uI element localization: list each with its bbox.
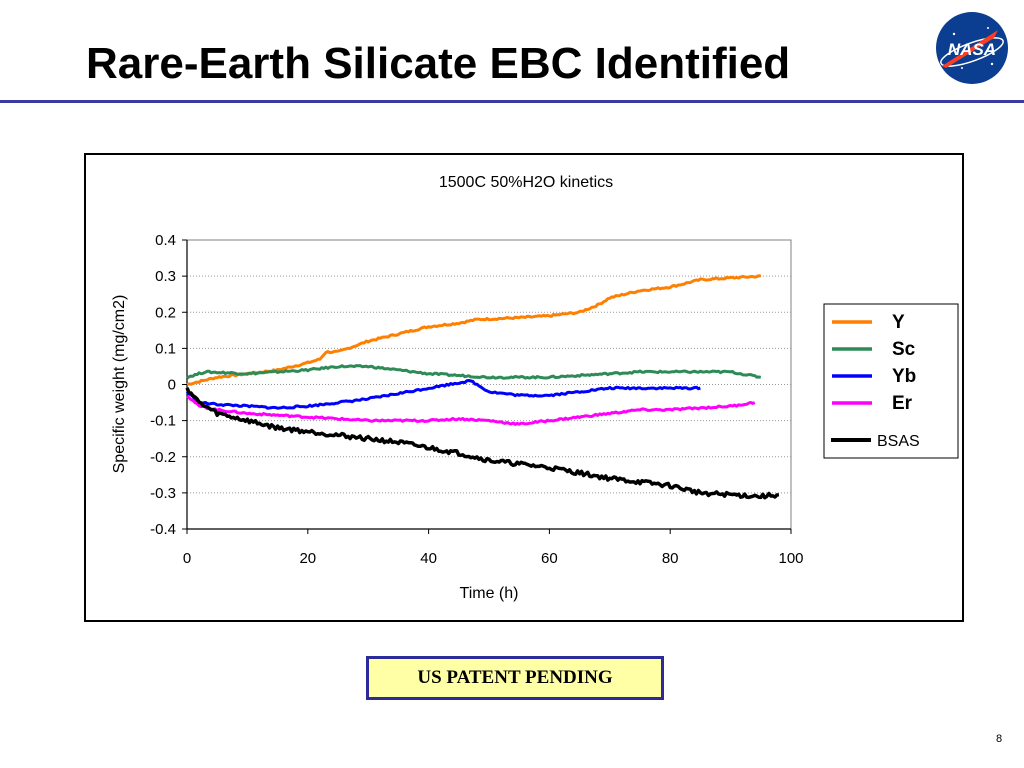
x-tick-label: 0 xyxy=(183,550,191,567)
y-tick-label: 0.2 xyxy=(155,304,176,321)
y-tick-label: 0.1 xyxy=(155,340,176,357)
legend: Y Sc Yb Er BSAS xyxy=(823,303,959,459)
chart-title: 1500C 50%H2O kinetics xyxy=(439,174,613,191)
x-tick-label: 100 xyxy=(778,550,803,567)
page-number: 8 xyxy=(996,733,1003,745)
y-tick-label: -0.1 xyxy=(150,413,176,430)
patent-pending-notice: US PATENT PENDING xyxy=(366,656,664,700)
series-lines xyxy=(185,274,780,500)
legend-label: Sc xyxy=(892,339,916,360)
svg-text:NASA: NASA xyxy=(948,40,996,59)
y-tick-label: 0 xyxy=(168,377,176,394)
chart-frame: 1500C 50%H2O kinetics 0.4 0.3 0.2 0.1 0 -0.1 -… xyxy=(84,153,964,622)
y-tick-label: -0.3 xyxy=(150,485,176,502)
series-line-bsas xyxy=(185,387,780,500)
series-line-sc xyxy=(186,364,762,380)
nasa-logo: NASA xyxy=(936,12,1008,84)
chart: 1500C 50%H2O kinetics 0.4 0.3 0.2 0.1 0 -0.1 -… xyxy=(111,174,959,602)
x-axis-label: Time (h) xyxy=(460,585,519,602)
plot-area xyxy=(186,239,792,530)
series-line-er xyxy=(186,395,756,426)
y-tick-label: 0.4 xyxy=(155,232,176,249)
y-axis-label: Specific weight (mg/cm2) xyxy=(111,295,128,474)
legend-label: Yb xyxy=(892,366,916,387)
axes: 0.4 0.3 0.2 0.1 0 -0.1 -0.2 -0.3 -0.4 0 20 40 60 80 10… xyxy=(150,232,803,567)
y-tick-label: 0.3 xyxy=(155,268,176,285)
x-tick-label: 80 xyxy=(662,550,679,567)
x-tick-label: 20 xyxy=(299,550,316,567)
legend-box xyxy=(823,303,959,459)
series-line-y xyxy=(186,274,762,386)
title-rule xyxy=(0,100,1024,103)
series-line-yb xyxy=(185,379,701,410)
legend-label: BSAS xyxy=(877,433,920,450)
x-tick-label: 60 xyxy=(541,550,558,567)
y-tick-label: -0.4 xyxy=(150,521,176,538)
slide-title: Rare-Earth Silicate EBC Identified xyxy=(86,39,791,88)
legend-label: Er xyxy=(892,393,913,414)
y-tick-label: -0.2 xyxy=(150,449,176,466)
legend-label: Y xyxy=(892,312,905,333)
x-tick-label: 40 xyxy=(420,550,437,567)
